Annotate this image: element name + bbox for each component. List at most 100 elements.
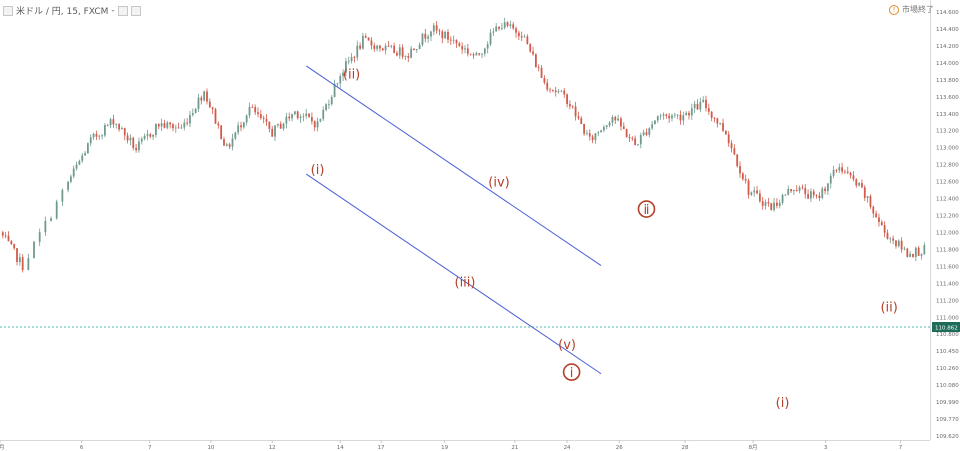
candle-body (773, 202, 775, 210)
candle-body (98, 135, 101, 137)
candle-body (682, 115, 685, 121)
y-tick-label: 114.400 (936, 27, 959, 33)
candle-body (761, 201, 764, 206)
candle-body (841, 167, 844, 172)
candle-body (356, 45, 359, 58)
candle-body (259, 114, 262, 119)
y-tick-label: 109.990 (936, 400, 959, 406)
y-tick-label: 111.400 (936, 281, 959, 287)
candle-body (705, 99, 707, 109)
candle-body (342, 72, 344, 77)
candle-body (671, 115, 673, 119)
candle-body (237, 125, 240, 133)
market-status: ! 市場終了 (889, 4, 934, 15)
candle-body (466, 48, 469, 54)
candle-body (563, 90, 566, 95)
y-tick-label: 109.770 (936, 417, 959, 423)
x-tick-label: 7月 (0, 444, 5, 451)
candle-body (722, 123, 724, 131)
candle-body (138, 141, 140, 151)
candle-body (702, 99, 705, 102)
candle-body (146, 134, 149, 136)
candle-body (713, 117, 716, 119)
candle-body (121, 128, 123, 130)
candle-body (112, 119, 115, 125)
candle-body (464, 48, 466, 50)
candle-body (359, 45, 361, 49)
candle-body (515, 28, 517, 33)
candle-body (118, 124, 120, 130)
candle-body (61, 189, 64, 202)
candle-body (313, 121, 316, 128)
candle-body (69, 176, 72, 182)
candle-body (869, 196, 872, 207)
candle-body (917, 247, 920, 256)
candle-body (398, 47, 401, 56)
candle-body (923, 245, 926, 255)
candle-body (758, 193, 761, 202)
candle-body (710, 111, 713, 118)
candle-body (696, 103, 699, 110)
candle-body (10, 241, 13, 244)
candle-body (72, 168, 75, 177)
candle-body (571, 106, 574, 108)
candle-body (384, 45, 387, 51)
candle-body (155, 124, 157, 135)
settings-box-icon[interactable] (117, 5, 128, 16)
candle-body (157, 124, 160, 127)
candle-body (481, 53, 483, 55)
candle-body (282, 123, 285, 129)
candle-body (665, 114, 668, 116)
candle-body (878, 217, 880, 223)
x-tick-label: 14 (337, 445, 344, 451)
candle-body (750, 192, 753, 195)
candle-body (78, 160, 81, 165)
candle-body (240, 125, 242, 128)
candle-body (387, 45, 390, 47)
candle-body (152, 134, 155, 137)
chart-header: 米ドル / 円, 15, FXCM - (3, 4, 141, 17)
candle-body (4, 235, 7, 237)
candle-body (104, 125, 106, 136)
toggle-box-icon[interactable] (130, 5, 141, 16)
candle-body (662, 114, 665, 116)
candle-body (529, 43, 532, 52)
candle-body (920, 254, 923, 256)
candle-body (795, 189, 798, 191)
candle-body (449, 39, 452, 41)
channel-upper-line[interactable] (305, 65, 602, 267)
candle-body (625, 129, 628, 138)
y-tick-label: 114.200 (936, 44, 959, 50)
wave-circle-label: ⅰ (570, 366, 574, 381)
collapse-toggle[interactable]: - (111, 5, 115, 16)
candle-body (16, 248, 18, 262)
chart-menu-icon[interactable] (3, 5, 13, 16)
candle-body (319, 118, 322, 122)
candle-body (347, 60, 350, 62)
y-tick-label: 114.600 (936, 10, 959, 16)
candle-body (180, 127, 183, 129)
wave-circle (637, 200, 656, 218)
y-tick-label: 113.800 (936, 78, 959, 84)
candle-body (7, 235, 10, 242)
candle-body (747, 180, 750, 195)
candle-body (379, 45, 381, 49)
candle-body (225, 144, 228, 146)
y-tick-label: 112.800 (936, 163, 959, 169)
candle-body (328, 104, 330, 105)
candle-body (430, 31, 432, 37)
candle-body (620, 118, 622, 127)
x-tick-label: 8月 (749, 444, 758, 451)
candle-body (838, 167, 841, 171)
candle-body (787, 188, 790, 195)
candle-body (245, 115, 248, 123)
candle-body (569, 104, 571, 107)
candle-body (520, 36, 523, 38)
candle-body (427, 36, 430, 39)
y-tick-label: 111.600 (936, 264, 959, 270)
wave-label: (i) (776, 396, 790, 411)
candle-body (27, 258, 30, 270)
channel-lower-line[interactable] (305, 173, 602, 375)
candle-body (310, 117, 313, 122)
